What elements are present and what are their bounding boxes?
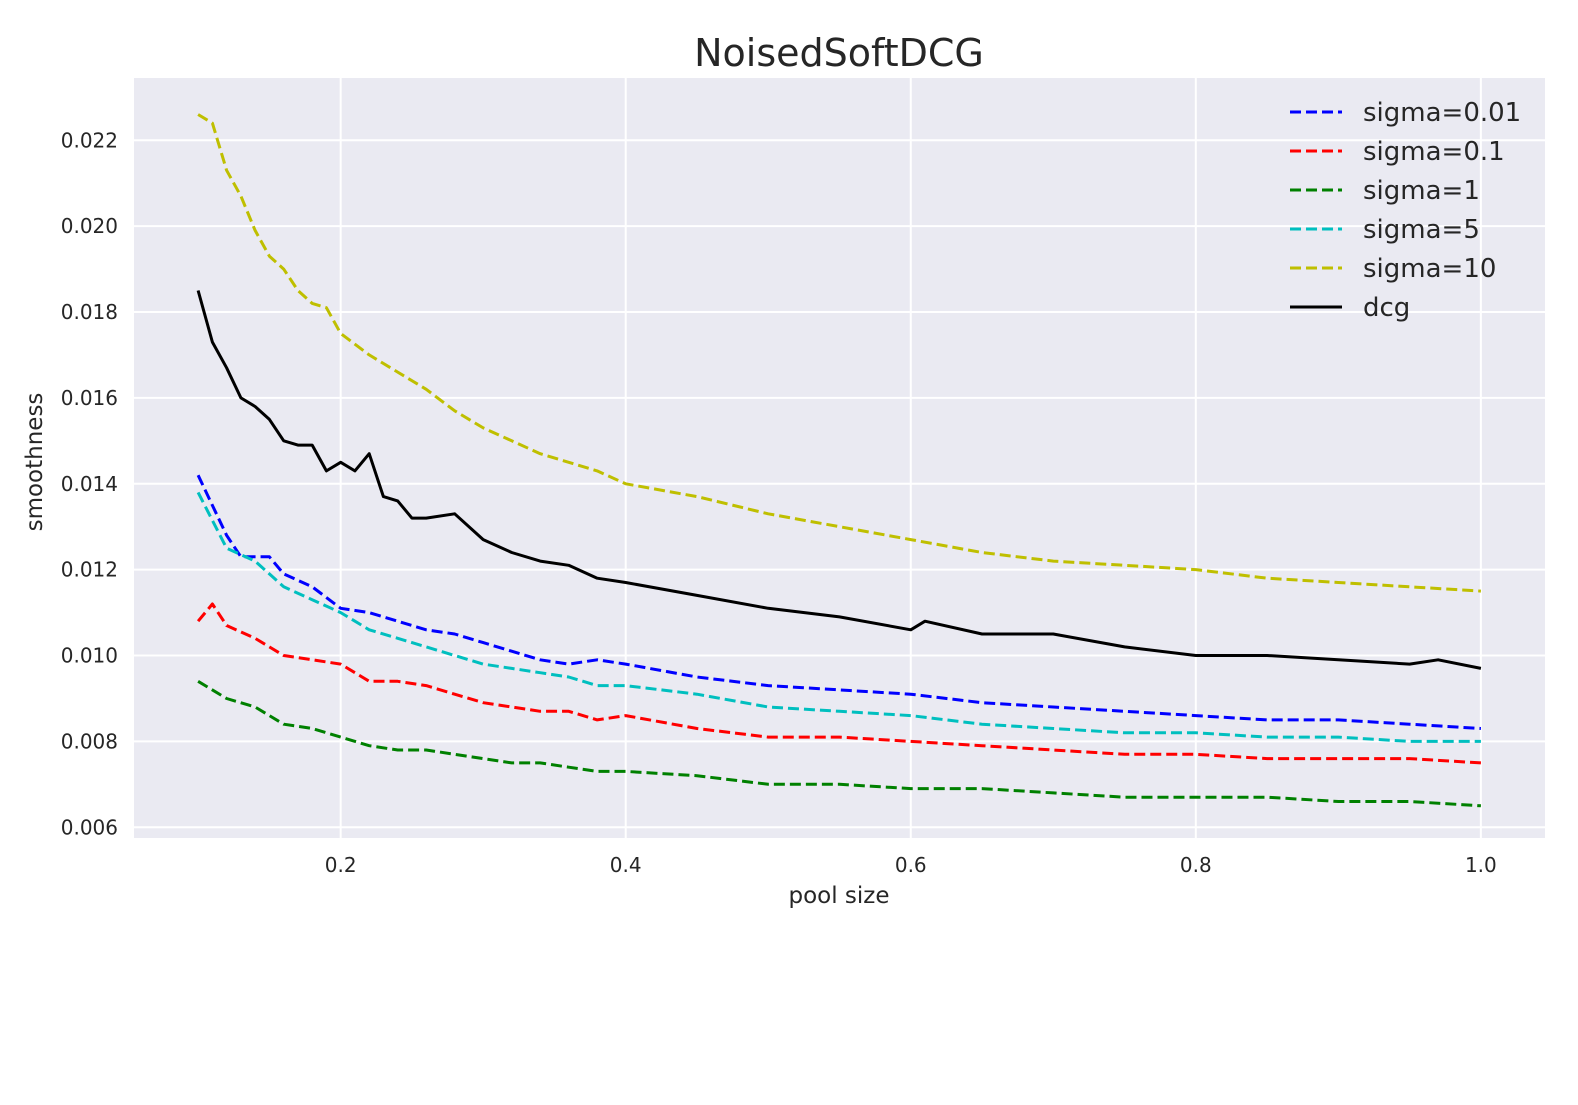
- legend-label: sigma=5: [1363, 215, 1480, 245]
- plot-background: [134, 78, 1545, 838]
- series-line-sigma-10: [197, 113, 1481, 593]
- series-lines: [196, 113, 1482, 808]
- y-tick-label: 0.010: [61, 644, 118, 668]
- legend-label: sigma=0.1: [1363, 137, 1505, 167]
- legend-label: dcg: [1363, 293, 1410, 323]
- y-axis-label: smoothness: [22, 393, 48, 532]
- x-tick-label: 0.4: [610, 853, 642, 877]
- legend: sigma=0.01 sigma=0.1 sigma=1 sigma=5 sigma=1…: [1290, 98, 1521, 323]
- y-tick-label: 0.008: [61, 729, 118, 753]
- x-axis-label: pool size: [788, 883, 889, 909]
- series-line-sigma-1: [197, 680, 1481, 808]
- series-line-sigma-5: [196, 491, 1481, 743]
- legend-label: sigma=1: [1363, 176, 1480, 206]
- series-line-dcg: [196, 290, 1482, 670]
- x-tick-labels: 0.2 0.4 0.6 0.8 1.0: [325, 853, 1497, 877]
- y-tick-label: 0.018: [61, 300, 118, 324]
- x-tick-label: 0.6: [895, 853, 927, 877]
- y-tick-label: 0.006: [61, 815, 118, 839]
- legend-label: sigma=10: [1363, 254, 1496, 284]
- y-tick-label: 0.022: [61, 128, 118, 152]
- y-tick-label: 0.012: [61, 558, 118, 582]
- series-line-sigma-0-1: [196, 602, 1481, 765]
- series-line-sigma-0-01: [196, 474, 1481, 730]
- legend-label: sigma=0.01: [1363, 98, 1521, 128]
- x-tick-label: 0.2: [325, 853, 357, 877]
- y-tick-label: 0.014: [61, 472, 118, 496]
- y-tick-label: 0.020: [61, 214, 118, 238]
- grid-lines: [134, 78, 1545, 838]
- x-tick-label: 0.8: [1180, 853, 1212, 877]
- y-tick-labels: 0.006 0.008 0.010 0.012 0.014 0.016 0.018 0.020…: [61, 128, 118, 839]
- y-tick-label: 0.016: [61, 386, 118, 410]
- x-tick-label: 1.0: [1465, 853, 1497, 877]
- chart-title: NoisedSoftDCG: [694, 31, 984, 75]
